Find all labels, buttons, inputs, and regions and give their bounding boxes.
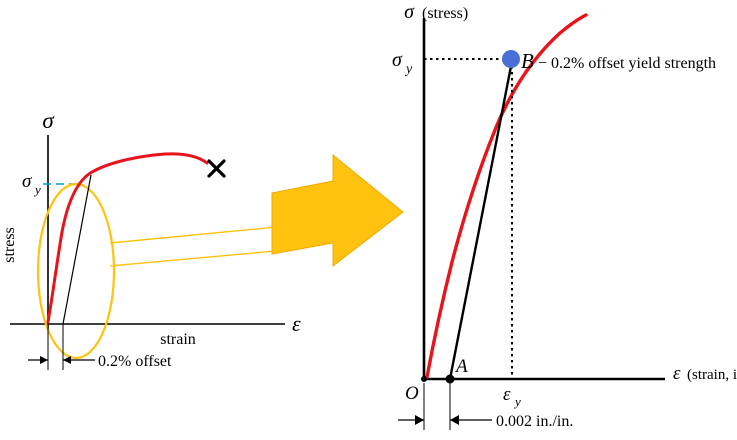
left-epsilon-axis-symbol: ε <box>292 311 301 336</box>
right-yield-stress-label: σ y <box>392 49 413 77</box>
right-epsilon-symbol: ε <box>673 363 681 384</box>
right-panel: σ (stress) ε (strain, in./in.) σ y B <box>392 1 737 430</box>
right-sigma-y-symbol: σ <box>392 49 403 71</box>
right-offset-line <box>448 55 515 380</box>
point-b-marker <box>502 50 520 68</box>
left-stress-axis-label: stress <box>1 227 18 263</box>
right-offset-dimension <box>398 383 492 430</box>
right-stress-paren-label: (stress) <box>422 5 468 22</box>
left-yield-stress-label: σ y <box>22 171 41 197</box>
point-a-marker <box>445 374 455 384</box>
left-offset-dimension <box>28 324 95 370</box>
origin-label: O <box>405 383 419 404</box>
right-offset-dimension-label: 0.002 in./in. <box>496 413 573 430</box>
right-stress-axis-label: σ (stress) <box>404 1 468 23</box>
right-epsilon-y-subscript: y <box>513 394 521 409</box>
right-sigma-symbol: σ <box>404 1 415 23</box>
right-strain-axis-label: ε (strain, in./in.) <box>673 363 737 384</box>
zoom-connector-lines <box>109 225 288 267</box>
left-strain-axis-label: strain <box>160 331 196 348</box>
left-panel: σ ε stress strain σ y <box>1 108 301 370</box>
left-stress-strain-curve <box>46 152 209 324</box>
point-b-annotation: B − 0.2% offset yield strength <box>521 49 716 73</box>
origin-marker <box>421 376 427 382</box>
right-strain-paren-label: (strain, in./in.) <box>687 367 737 383</box>
left-offset-dimension-label: 0.2% offset <box>98 353 172 370</box>
point-b-description: − 0.2% offset yield strength <box>538 55 716 72</box>
zoom-region-ellipse <box>36 182 116 360</box>
right-stress-strain-curve <box>425 13 588 379</box>
fracture-x-icon <box>207 159 226 178</box>
left-sigma-y-symbol: σ <box>22 171 32 192</box>
left-sigma-axis-symbol: σ <box>42 108 55 133</box>
right-yield-strain-label: ε y <box>503 384 521 409</box>
zoom-arrow-icon <box>271 153 404 268</box>
point-b-label: B <box>521 49 534 73</box>
right-epsilon-y-symbol: ε <box>503 384 511 405</box>
left-offset-line <box>62 174 92 325</box>
left-sigma-y-subscript: y <box>33 182 41 197</box>
point-a-label: A <box>454 356 468 377</box>
right-sigma-y-subscript: y <box>404 62 413 77</box>
